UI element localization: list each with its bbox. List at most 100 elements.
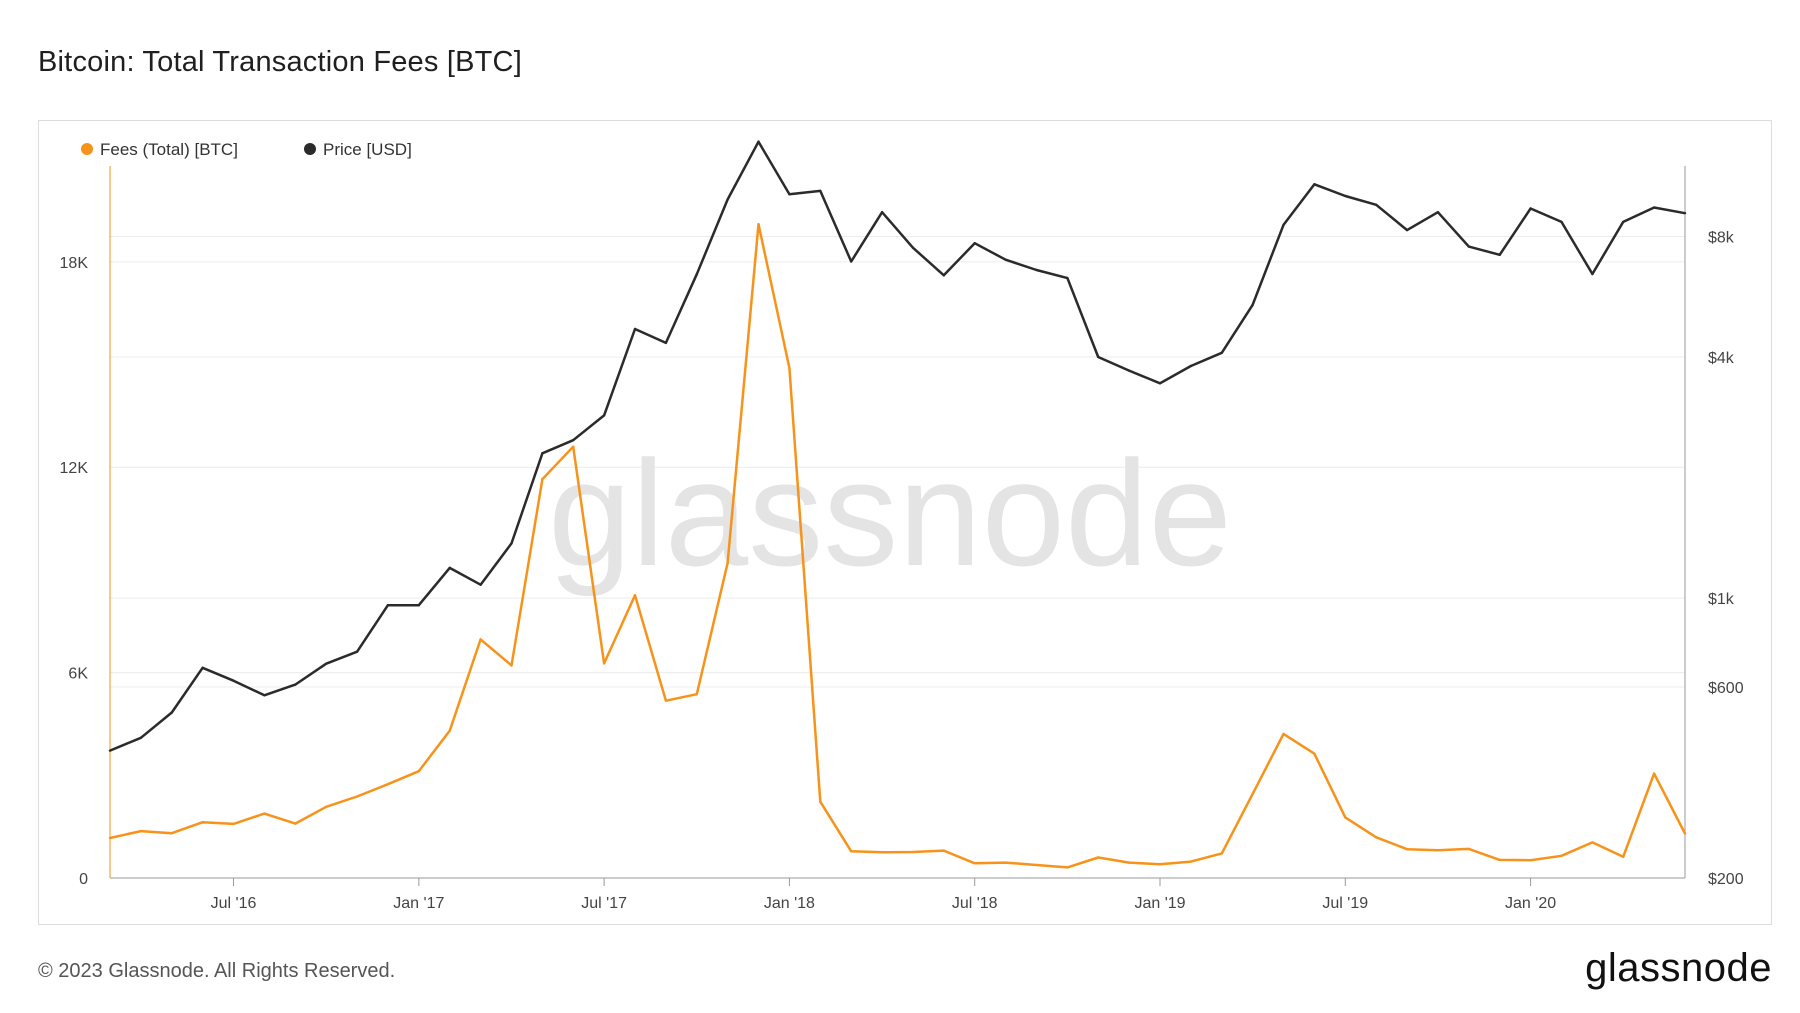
- fees-point: [324, 805, 328, 808]
- fees-point: [695, 692, 698, 696]
- x-tick-label: Jan '19: [1134, 895, 1185, 912]
- legend-fees-label: Fees (Total) [BTC]: [100, 140, 238, 159]
- fees-point: [1313, 752, 1316, 755]
- price-point: [1683, 211, 1687, 215]
- x-tick-label: Jul '17: [581, 895, 627, 912]
- price-point: [849, 260, 853, 263]
- fees-point: [1652, 772, 1656, 775]
- price-point: [1622, 220, 1625, 224]
- copyright-text: © 2023 Glassnode. All Rights Reserved.: [38, 960, 396, 982]
- right-tick-label: $1k: [1708, 591, 1735, 608]
- fees-point: [170, 831, 173, 835]
- glassnode-logo[interactable]: glassnode: [1585, 946, 1772, 990]
- price-point: [1189, 364, 1193, 368]
- x-tick-label: Jan '18: [764, 895, 815, 912]
- right-tick-label: $4k: [1708, 350, 1735, 367]
- price-point: [541, 452, 544, 455]
- price-line: [109, 140, 1686, 752]
- price-point: [602, 414, 606, 417]
- fees-point: [880, 851, 884, 854]
- price-point: [973, 241, 976, 245]
- fees-point: [1467, 847, 1471, 851]
- fees-point: [386, 783, 390, 786]
- fees-point: [1560, 854, 1563, 857]
- series: [108, 140, 1687, 869]
- price-point: [1220, 351, 1223, 354]
- price-point: [1529, 207, 1532, 210]
- fees-point: [1436, 849, 1440, 852]
- legend-price[interactable]: Price [USD]: [304, 140, 412, 159]
- watermark: glassnode: [548, 429, 1232, 597]
- fees-point: [633, 594, 637, 597]
- price-point: [942, 274, 946, 277]
- fees-point: [541, 478, 544, 481]
- fees-point: [1035, 863, 1038, 867]
- fees-point: [263, 812, 266, 815]
- fees-point: [911, 850, 915, 854]
- fees-point: [572, 445, 575, 448]
- legend-fees-dot: [81, 143, 93, 155]
- price-point: [232, 679, 235, 682]
- price-point: [263, 694, 266, 697]
- fees-point: [417, 770, 421, 773]
- fees-point: [1498, 858, 1501, 862]
- price-point: [324, 662, 328, 665]
- legend-fees[interactable]: Fees (Total) [BTC]: [81, 140, 238, 159]
- fees-point: [1622, 855, 1625, 858]
- price-point: [1251, 303, 1254, 307]
- fees-point: [1158, 863, 1162, 866]
- fees-point: [1127, 861, 1131, 864]
- left-tick-label: 6K: [68, 666, 88, 683]
- price-point: [108, 749, 112, 752]
- price-point: [479, 583, 482, 586]
- price-point: [1467, 245, 1471, 248]
- fees-point: [510, 664, 513, 667]
- price-point: [1436, 211, 1440, 214]
- price-point: [1004, 258, 1007, 261]
- fees-point: [1220, 852, 1223, 855]
- x-tick-label: Jan '17: [393, 895, 444, 912]
- price-point: [1374, 203, 1378, 207]
- x-tick-label: Jul '18: [952, 895, 998, 912]
- fees-point: [1004, 861, 1007, 864]
- legend[interactable]: Fees (Total) [BTC] Price [USD]: [81, 140, 412, 159]
- fees-point: [757, 222, 760, 226]
- price-point: [448, 566, 451, 570]
- price-point: [1097, 355, 1100, 359]
- fees-point: [201, 821, 204, 824]
- fees-point: [973, 862, 976, 865]
- legend-price-label: Price [USD]: [323, 140, 412, 159]
- price-point: [1591, 272, 1594, 276]
- price-point: [386, 604, 390, 607]
- price-point: [139, 736, 143, 739]
- axes: 0 6K 12K 18K $200 $600 $1k $4k $8k Jul '16 Jan '17…: [60, 166, 1744, 912]
- price-point: [1282, 223, 1285, 227]
- fees-point: [1066, 866, 1069, 869]
- fees-point: [602, 662, 606, 665]
- price-point: [633, 327, 637, 331]
- fees-line: [109, 222, 1687, 869]
- price-point: [1035, 268, 1038, 272]
- fees-point: [664, 699, 668, 702]
- legend-price-dot: [304, 143, 316, 155]
- fees-point: [355, 795, 359, 798]
- price-point: [510, 542, 513, 545]
- price-point: [664, 341, 668, 345]
- x-tick-label: Jul '19: [1322, 895, 1368, 912]
- price-point: [695, 273, 698, 276]
- price-point: [201, 666, 204, 669]
- price-point: [1344, 194, 1347, 198]
- fees-point: [1282, 732, 1285, 736]
- price-point: [757, 140, 760, 143]
- right-tick-label: $8k: [1708, 230, 1735, 247]
- price-point: [417, 604, 421, 607]
- price-point: [1313, 183, 1316, 186]
- price-point: [911, 246, 915, 249]
- price-point: [1066, 276, 1069, 280]
- fees-point: [232, 822, 235, 826]
- fees-point: [139, 829, 143, 833]
- fees-point: [1251, 792, 1254, 796]
- page-title: Bitcoin: Total Transaction Fees [BTC]: [38, 46, 522, 78]
- x-tick-label: Jan '20: [1505, 895, 1556, 912]
- price-point: [788, 193, 791, 196]
